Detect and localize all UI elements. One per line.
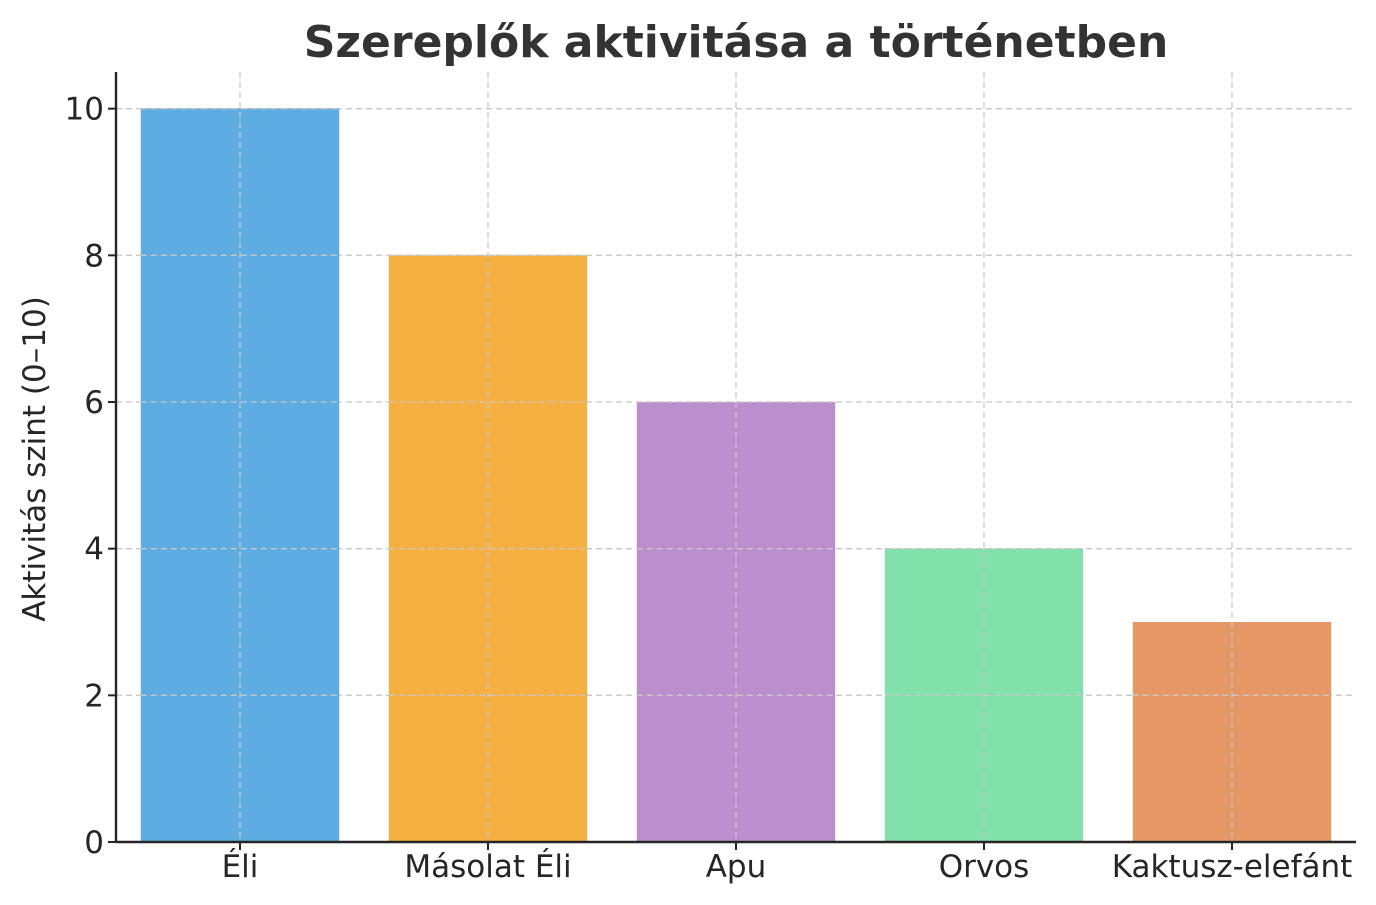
x-tick-label: Orvos [939,849,1030,885]
y-tick-label: 8 [84,238,104,274]
x-tick-label: Másolat Éli [404,849,571,885]
y-tick-label: 6 [84,385,104,421]
y-tick-label: 0 [84,825,104,861]
y-tick-label: 2 [84,678,104,714]
y-tick-label: 4 [84,532,104,568]
y-axis-label: Aktivitás szint (0–10) [17,296,53,622]
x-tick-label: Apu [706,849,767,885]
x-tick-label: Éli [222,849,259,885]
y-tick-label: 10 [65,92,104,128]
grid-overlay [140,72,1332,842]
ticks: 0 2 4 6 8 10 Éli Másolat Éli Apu Orvos Kaktusz-ele… [65,92,1353,885]
x-tick-label: Kaktusz-elefánt [1112,849,1353,885]
chart-title: Szereplők aktivitása a történetben [304,17,1169,68]
